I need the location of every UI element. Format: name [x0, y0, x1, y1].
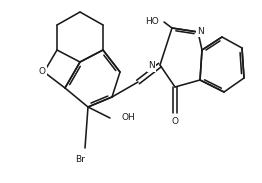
Text: N: N [148, 61, 155, 70]
Text: O: O [172, 117, 178, 126]
Text: N: N [198, 27, 204, 36]
Text: Br: Br [75, 156, 85, 165]
Text: OH: OH [122, 113, 136, 122]
Text: HO: HO [145, 18, 159, 27]
Text: O: O [39, 68, 46, 76]
